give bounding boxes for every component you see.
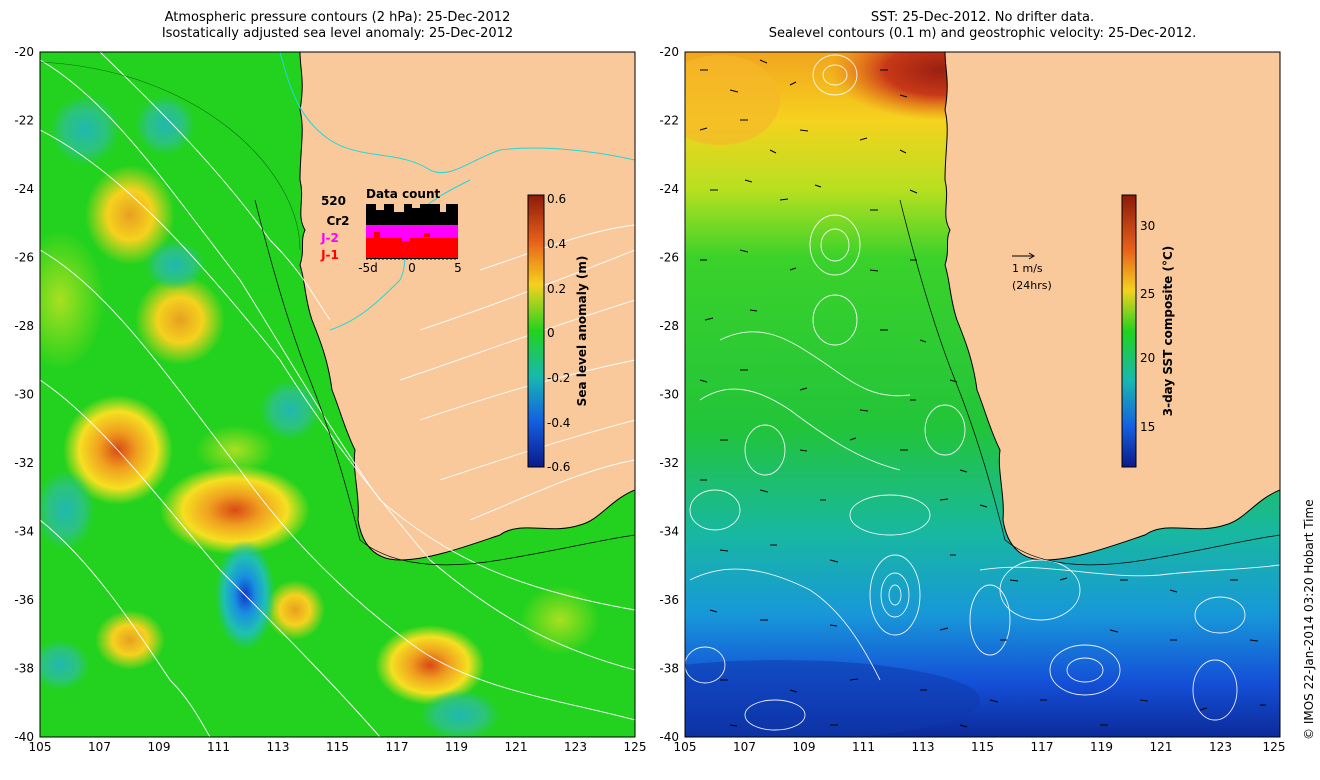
left-title-line2: Isostatically adjusted sea level anomaly… xyxy=(161,26,514,41)
imos-credit: © IMOS 22-Jan-2014 03:20 Hobart Time xyxy=(1302,499,1316,740)
left-x-axis: 105 107 109 111 113 115 117 119 121 123 … xyxy=(29,740,647,754)
left-map: 105 107 109 111 113 115 117 119 121 123 … xyxy=(14,45,646,754)
svg-text:-20: -20 xyxy=(659,45,679,59)
australia-landmass xyxy=(299,52,635,561)
inset-title: Data count xyxy=(366,187,441,201)
left-panel-title: Atmospheric pressure contours (2 hPa): 2… xyxy=(40,10,635,42)
right-title-line2: Sealevel contours (0.1 m) and geostrophi… xyxy=(768,26,1197,41)
svg-text:117: 117 xyxy=(386,740,409,754)
svg-text:0.4: 0.4 xyxy=(547,237,566,251)
svg-text:-40: -40 xyxy=(659,730,679,744)
inset-series-cr2: Cr2 xyxy=(326,214,349,228)
svg-text:-38: -38 xyxy=(659,662,679,676)
geostrophic-velocity-vectors xyxy=(699,59,1266,728)
svg-text:121: 121 xyxy=(505,740,528,754)
svg-text:-34: -34 xyxy=(14,525,34,539)
vector-scale-sub: (24hrs) xyxy=(1012,279,1052,292)
sla-colorbar-label: Sea level anomaly (m) xyxy=(575,256,589,407)
svg-text:123: 123 xyxy=(1209,740,1232,754)
svg-text:-0.6: -0.6 xyxy=(547,460,570,474)
svg-text:115: 115 xyxy=(971,740,994,754)
svg-text:107: 107 xyxy=(88,740,111,754)
data-count-inset: Data count 520 Cr2 J-2 J-1 -5d 0 5 xyxy=(320,187,462,275)
svg-text:109: 109 xyxy=(148,740,171,754)
svg-text:109: 109 xyxy=(793,740,816,754)
right-panel-title: SST: 25-Dec-2012. No drifter data. Seale… xyxy=(685,10,1280,42)
cyan-pressure-contour xyxy=(279,52,635,174)
australia-landmass-right xyxy=(944,52,1280,561)
svg-text:107: 107 xyxy=(733,740,756,754)
svg-text:0.2: 0.2 xyxy=(547,282,566,296)
right-y-axis: -20 -22 -24 -26 -28 -30 -32 -34 -36 -38 … xyxy=(659,45,679,744)
svg-text:25: 25 xyxy=(1140,287,1155,301)
svg-text:-24: -24 xyxy=(659,182,679,196)
right-x-axis: 105 107 109 111 113 115 117 119 121 123 … xyxy=(674,740,1286,754)
svg-text:-26: -26 xyxy=(659,251,679,265)
svg-text:-28: -28 xyxy=(659,319,679,333)
svg-text:-40: -40 xyxy=(14,730,34,744)
svg-text:125: 125 xyxy=(624,740,647,754)
svg-text:115: 115 xyxy=(326,740,349,754)
svg-text:119: 119 xyxy=(1090,740,1113,754)
svg-text:113: 113 xyxy=(267,740,290,754)
inset-series-j2: J-2 xyxy=(320,231,339,245)
svg-text:-36: -36 xyxy=(659,593,679,607)
shelf-contour xyxy=(254,199,635,566)
svg-text:-0.4: -0.4 xyxy=(547,416,570,430)
svg-text:121: 121 xyxy=(1150,740,1173,754)
svg-text:-30: -30 xyxy=(14,388,34,402)
svg-text:30: 30 xyxy=(1140,219,1155,233)
sealevel-contours xyxy=(685,54,1280,731)
svg-text:15: 15 xyxy=(1140,420,1155,434)
svg-text:-30: -30 xyxy=(659,388,679,402)
svg-text:-22: -22 xyxy=(14,114,34,128)
svg-text:111: 111 xyxy=(207,740,230,754)
svg-text:119: 119 xyxy=(445,740,468,754)
right-title-line1: SST: 25-Dec-2012. No drifter data. xyxy=(870,10,1095,25)
svg-text:-20: -20 xyxy=(14,45,34,59)
left-map-frame xyxy=(39,51,636,738)
inset-series-j1: J-1 xyxy=(320,248,339,262)
svg-text:0.6: 0.6 xyxy=(547,192,566,206)
svg-text:0: 0 xyxy=(408,261,416,275)
sla-anomaly-blobs xyxy=(40,95,600,737)
svg-text:20: 20 xyxy=(1140,351,1155,365)
svg-text:-38: -38 xyxy=(14,662,34,676)
svg-text:-24: -24 xyxy=(14,182,34,196)
sla-colorbar: 0.6 0.4 0.2 0 -0.2 -0.4 -0.6 Sea level a… xyxy=(527,192,589,474)
svg-text:-22: -22 xyxy=(659,114,679,128)
bathymetry-line xyxy=(40,61,301,251)
svg-text:-28: -28 xyxy=(14,319,34,333)
svg-text:105: 105 xyxy=(29,740,52,754)
inset-bars xyxy=(366,204,458,259)
vector-scale-key: 1 m/s (24hrs) xyxy=(1012,252,1052,292)
right-map: 105 107 109 111 113 115 117 119 121 123 … xyxy=(659,45,1286,754)
right-map-frame xyxy=(684,51,1281,738)
left-y-axis: -20 -22 -24 -26 -28 -30 -32 -34 -36 -38 … xyxy=(14,45,34,744)
svg-text:-32: -32 xyxy=(659,456,679,470)
svg-text:105: 105 xyxy=(674,740,697,754)
svg-text:123: 123 xyxy=(564,740,587,754)
sst-colorbar-label: 3-day SST composite (°C) xyxy=(1161,246,1175,417)
svg-text:-5d: -5d xyxy=(358,261,378,275)
vector-scale-label: 1 m/s xyxy=(1012,262,1043,275)
pressure-contours xyxy=(40,52,635,737)
svg-text:125: 125 xyxy=(1263,740,1286,754)
svg-text:113: 113 xyxy=(912,740,935,754)
svg-text:-0.2: -0.2 xyxy=(547,371,570,385)
svg-text:0: 0 xyxy=(547,326,555,340)
svg-text:117: 117 xyxy=(1031,740,1054,754)
svg-text:111: 111 xyxy=(852,740,875,754)
sst-colorbar: 30 25 20 15 3-day SST composite (°C) xyxy=(1121,194,1175,468)
svg-text:-36: -36 xyxy=(14,593,34,607)
svg-text:-32: -32 xyxy=(14,456,34,470)
svg-text:-34: -34 xyxy=(659,525,679,539)
inset-count: 520 xyxy=(321,194,346,208)
left-title-line1: Atmospheric pressure contours (2 hPa): 2… xyxy=(164,10,511,25)
svg-text:-26: -26 xyxy=(14,251,34,265)
shelf-contour-right xyxy=(899,199,1280,566)
svg-text:5: 5 xyxy=(454,261,462,275)
